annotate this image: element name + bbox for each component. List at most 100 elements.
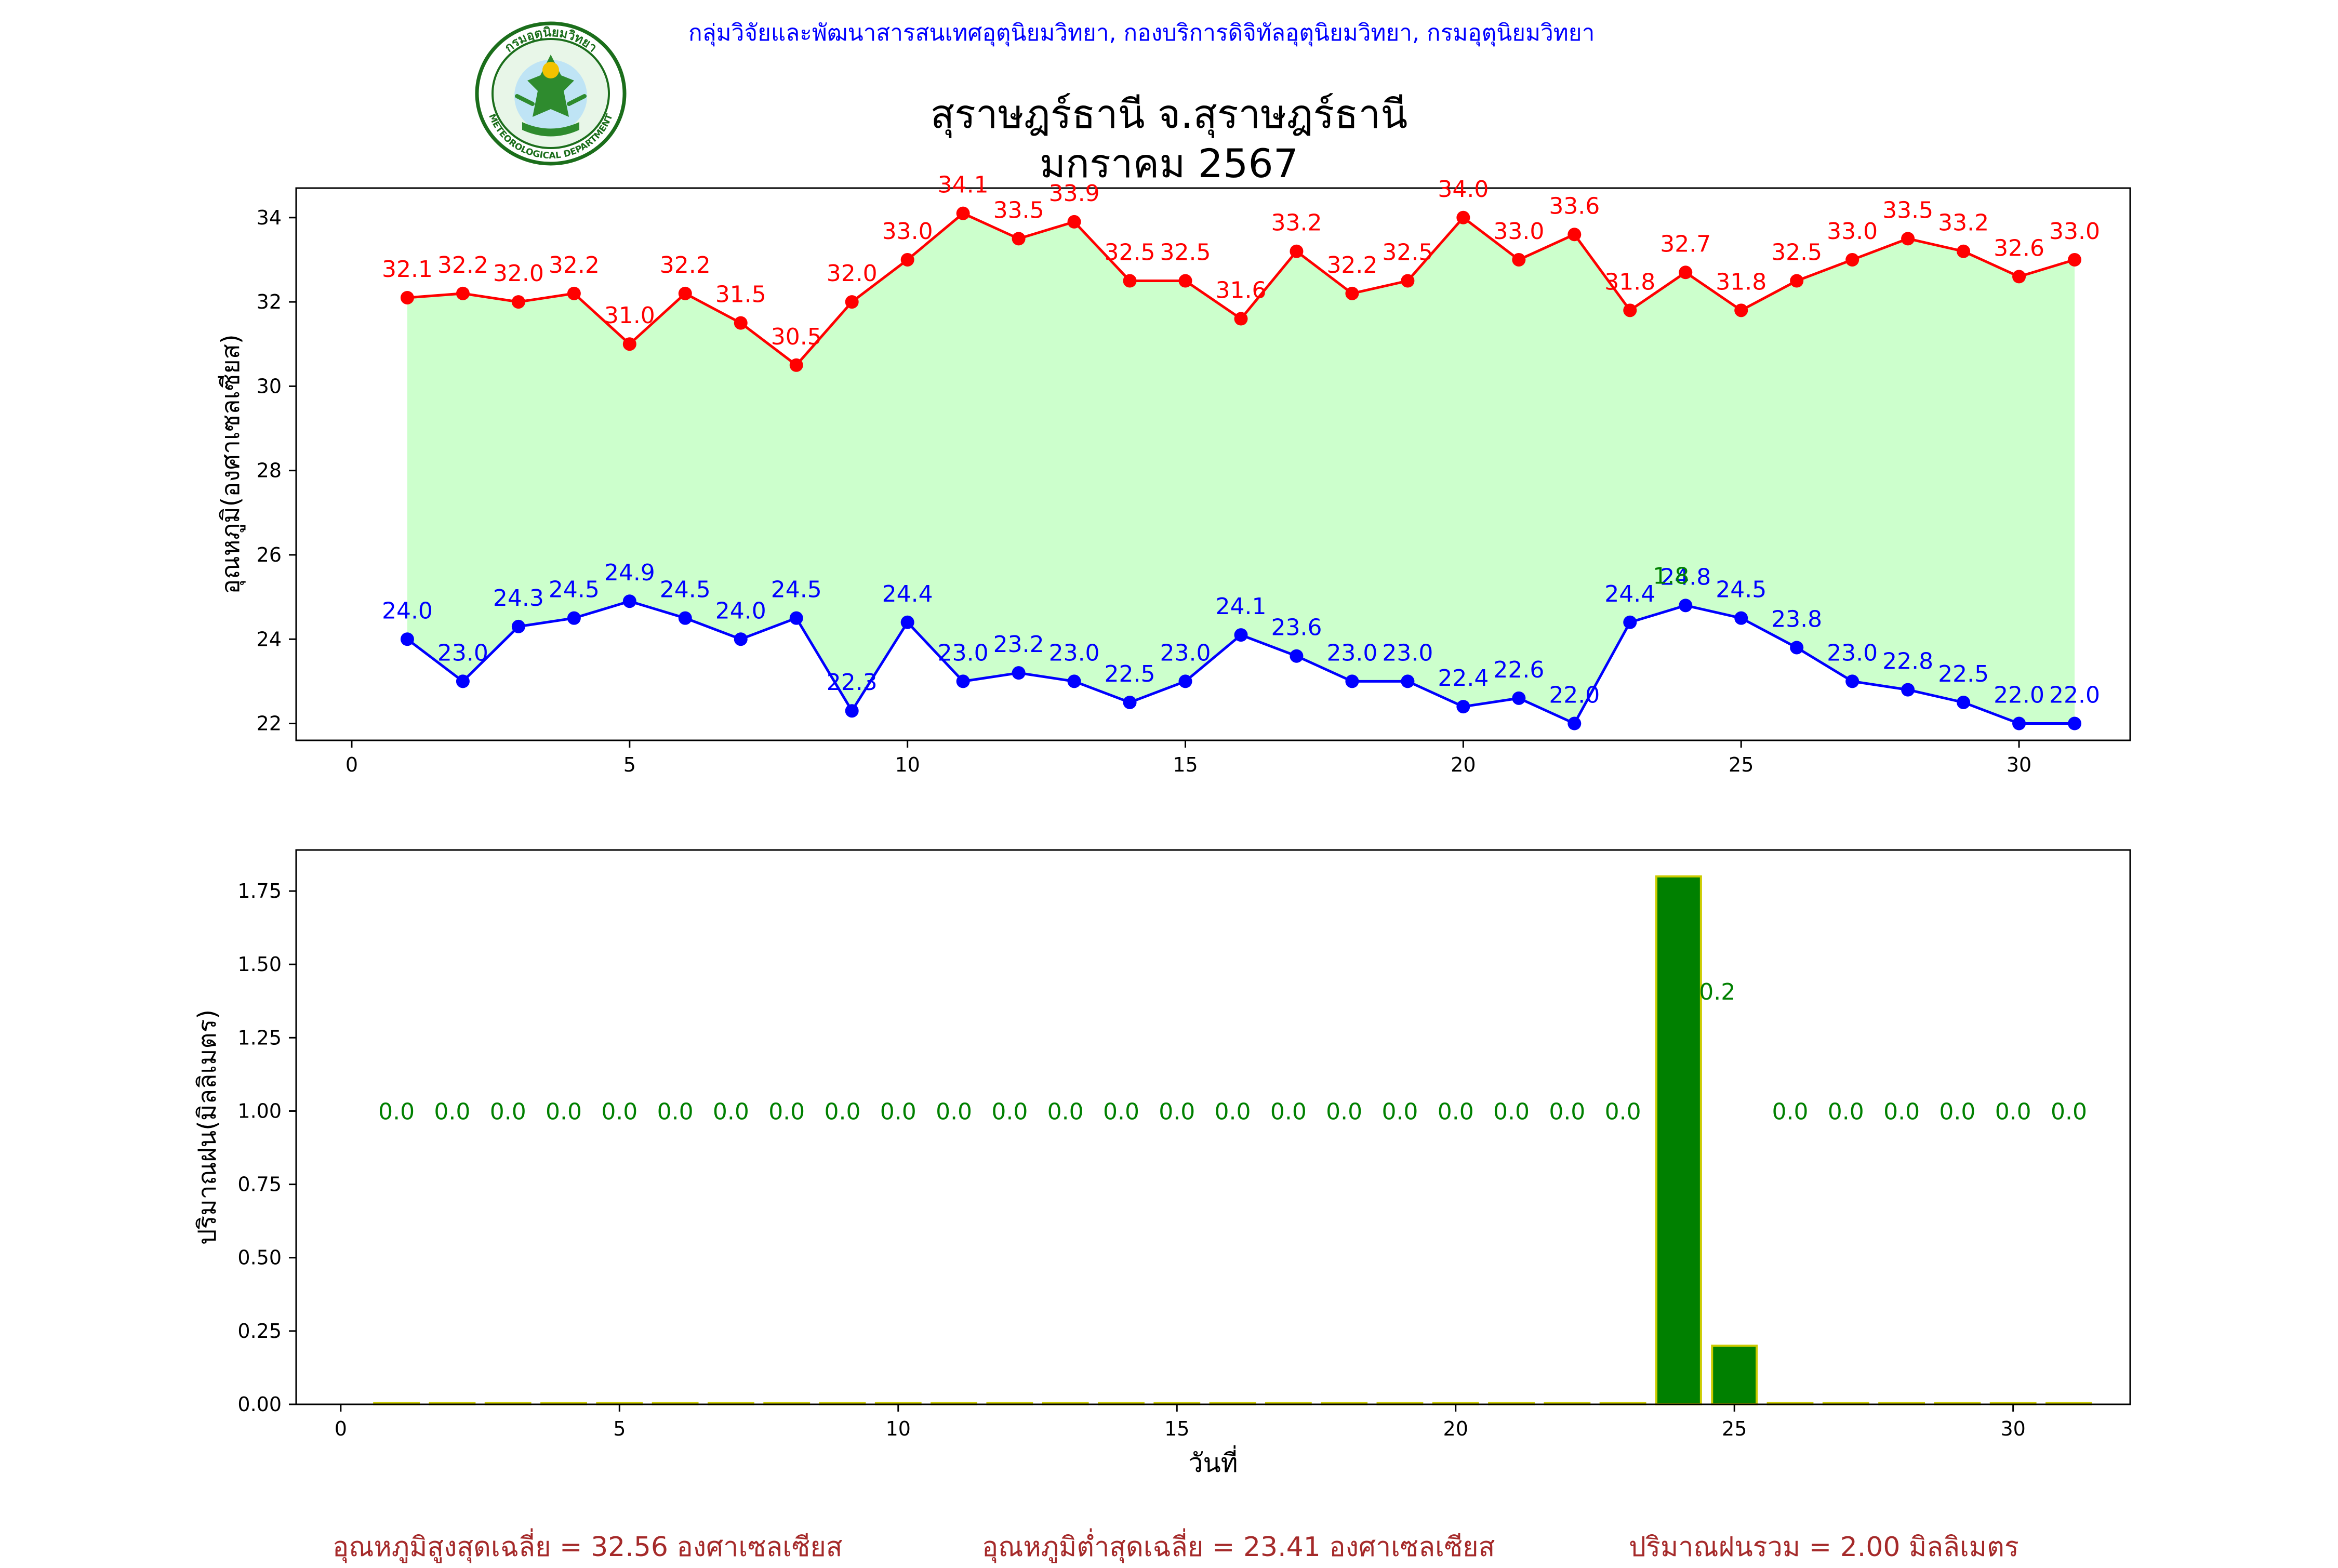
rain-bar: [1711, 1345, 1758, 1405]
y-tick-label: 32: [257, 290, 282, 313]
min-temperature-point: [567, 611, 581, 625]
min-temperature-data-label: 22.0: [2049, 682, 2100, 709]
min-temperature-point: [1067, 674, 1081, 688]
max-temperature-point: [1901, 232, 1915, 246]
min-temperature-data-label: 24.8: [1660, 564, 1711, 590]
min-temperature-data-label: 24.4: [882, 581, 933, 607]
meteorological-department-seal-icon: กรมอุตุนิยมวิทยา METEOROLOGICAL DEPARTME…: [475, 21, 627, 166]
max-temperature-data-label: 33.5: [1882, 197, 1933, 223]
x-tick-label: 25: [1729, 753, 1754, 776]
min-temperature-data-label: 22.8: [1882, 648, 1933, 675]
min-temperature-data-label: 24.0: [715, 597, 766, 624]
rain-data-label: 0.0: [768, 1098, 805, 1125]
min-temperature-data-label: 22.0: [1549, 682, 1600, 709]
rain-data-label: 0.0: [1549, 1098, 1585, 1125]
max-temperature-point: [900, 253, 914, 267]
rain-data-label: 0.0: [546, 1098, 582, 1125]
max-temperature-data-label: 31.8: [1716, 269, 1766, 295]
x-tick-label: 5: [623, 753, 636, 776]
max-temperature-point: [734, 316, 748, 330]
y-tick-label: 30: [257, 375, 282, 397]
max-temperature-point: [567, 286, 581, 300]
min-temperature-point: [845, 704, 859, 718]
rain-data-label: 0.0: [1772, 1098, 1809, 1125]
min-temperature-data-label: 22.3: [827, 669, 878, 696]
rain-data-label: 0.0: [2051, 1098, 2087, 1125]
min-temperature-data-label: 23.0: [1827, 640, 1878, 666]
max-temperature-point: [678, 286, 692, 300]
x-tick-label: 30: [2007, 753, 2031, 776]
rainfall-chart: 0.0 0.0 0.0 0.0 0.0 0.0 0.0 0.0 0.0 0.0 0.0 0.0 0.0 0…: [193, 849, 2131, 1478]
max-temperature-data-label: 31.5: [715, 282, 766, 308]
max-temperature-data-label: 32.5: [1105, 240, 1155, 266]
max-temperature-data-label: 32.5: [1160, 240, 1211, 266]
min-temperature-data-label: 24.3: [493, 585, 544, 612]
min-temperature-point: [456, 674, 470, 688]
y-tick-label: 34: [257, 206, 282, 229]
min-temperature-data-label: 23.0: [1382, 640, 1433, 666]
y-axis-label: ปริมาณฝน(มิลลิเมตร): [193, 1009, 222, 1245]
rain-bar: [1655, 875, 1702, 1406]
max-temperature-data-label: 33.9: [1049, 180, 1100, 207]
max-temperature-data-label: 32.2: [1326, 252, 1377, 278]
rain-data-label: 0.0: [1270, 1098, 1307, 1125]
min-temperature-point: [1957, 695, 1971, 709]
temperature-range-fill: [407, 213, 2075, 724]
max-temperature-point: [400, 290, 414, 304]
max-temperature-data-label: 33.0: [2049, 218, 2100, 245]
summary-min-average: อุณหภูมิต่ำสุดเฉลี่ย = 23.41 องศาเซลเซีย…: [982, 1532, 1495, 1563]
x-tick-label: 10: [895, 753, 920, 776]
rain-data-label: 0.0: [1828, 1098, 1864, 1125]
max-temperature-point: [956, 206, 970, 220]
min-temperature-data-label: 23.2: [993, 631, 1044, 658]
max-temperature-data-label: 33.5: [993, 197, 1044, 223]
min-temperature-data-label: 23.0: [1326, 640, 1377, 666]
rain-data-label: 0.0: [1326, 1098, 1362, 1125]
min-temperature-point: [956, 674, 970, 688]
rain-data-label: 0.0: [1215, 1098, 1251, 1125]
y-tick-label: 1.50: [237, 953, 282, 976]
max-temperature-point: [1734, 303, 1748, 317]
min-temperature-point: [1401, 674, 1415, 688]
min-temperature-point: [1623, 615, 1637, 629]
x-axis-label: วันที่: [1188, 1445, 1238, 1478]
min-temperature-point: [1456, 700, 1470, 714]
overlay-rain-label: 1.8: [1653, 563, 1689, 589]
rain-data-label: 0.0: [1883, 1098, 1920, 1125]
y-tick-label: 26: [257, 543, 282, 566]
y-tick-label: 1.75: [237, 880, 282, 902]
rain-data-label: 0.0: [1438, 1098, 1474, 1125]
x-tick-label: 10: [886, 1417, 911, 1440]
rain-data-label: 0.0: [880, 1098, 916, 1125]
max-temperature-data-label: 34.0: [1438, 176, 1489, 203]
min-temperature-point: [2012, 716, 2026, 730]
min-temperature-data-label: 23.0: [1049, 640, 1100, 666]
x-tick-label: 15: [1164, 1417, 1189, 1440]
min-temperature-data-label: 22.4: [1438, 665, 1489, 692]
rain-data-label: 0.0: [991, 1098, 1028, 1125]
min-temperature-data-label: 24.5: [660, 577, 711, 603]
rain-data-label: 0.0: [1381, 1098, 1418, 1125]
min-temperature-point: [1734, 611, 1748, 625]
y-tick-label: 24: [257, 628, 282, 650]
min-temperature-point: [900, 615, 914, 629]
temperature-chart: 0 5 10 15 20 25 30 22 24 26 28 30 32 34 อุณหภูมิ(องศาเ…: [216, 172, 2131, 776]
rain-data-label: 0.0: [1939, 1098, 1975, 1125]
min-temperature-point: [622, 594, 636, 608]
min-temperature-point: [1567, 716, 1582, 730]
summary-rain-total: ปริมาณฝนรวม = 2.00 มิลลิเมตร: [1629, 1532, 2019, 1563]
min-temperature-point: [1845, 674, 1859, 688]
max-temperature-point: [1234, 312, 1248, 326]
max-temperature-data-label: 31.0: [604, 302, 655, 329]
max-temperature-point: [2012, 270, 2026, 284]
min-temperature-data-label: 24.1: [1216, 593, 1267, 620]
rain-data-label: 0.0: [657, 1098, 694, 1125]
rain-data-label: 0.2: [1699, 979, 1735, 1005]
max-temperature-data-label: 32.2: [660, 252, 711, 278]
min-temperature-point: [1901, 683, 1915, 697]
max-temperature-point: [1067, 215, 1081, 229]
max-temperature-point: [511, 295, 525, 309]
max-temperature-data-label: 33.2: [1938, 210, 1989, 236]
max-temperature-point: [1957, 244, 1971, 258]
y-tick-label: 0.50: [237, 1246, 282, 1269]
